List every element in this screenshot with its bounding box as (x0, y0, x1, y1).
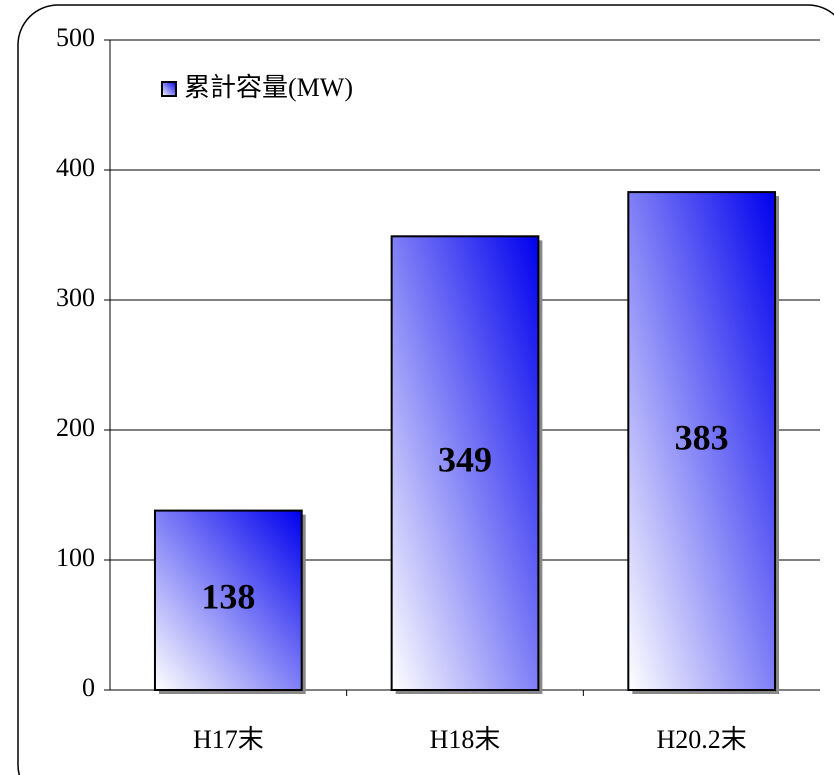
value-label: 349 (438, 439, 492, 479)
frame (17, 4, 834, 775)
bar (627, 191, 777, 691)
legend-label: 累計容量(MW) (184, 73, 353, 102)
value-label: 383 (675, 417, 729, 457)
bar (153, 509, 303, 691)
bar (390, 235, 540, 692)
y-tick-label: 100 (56, 543, 95, 572)
value-label: 138 (201, 577, 255, 617)
legend-swatch (161, 81, 177, 97)
x-tick-label: H18末 (430, 725, 501, 754)
x-tick-label: H20.2末 (657, 725, 747, 754)
y-tick-label: 400 (56, 153, 95, 182)
y-tick-label: 300 (56, 283, 95, 312)
y-tick-label: 500 (56, 23, 95, 52)
x-tick-label: H17末 (193, 725, 264, 754)
y-tick-label: 200 (56, 413, 95, 442)
y-tick-label: 0 (82, 673, 95, 702)
